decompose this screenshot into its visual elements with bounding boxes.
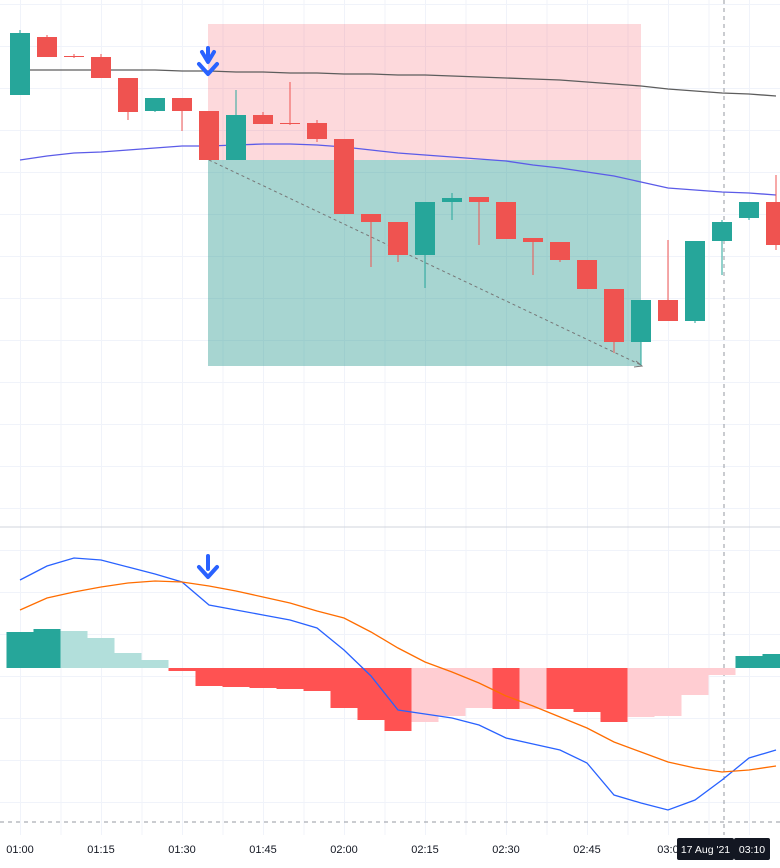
candle-body bbox=[766, 202, 780, 245]
time-label: 01:30 bbox=[168, 844, 196, 856]
time-label: 02:30 bbox=[492, 844, 520, 856]
trade-path bbox=[208, 159, 642, 366]
candle-body bbox=[10, 33, 30, 95]
candle-body bbox=[37, 37, 57, 57]
candle-body bbox=[172, 98, 192, 111]
candle-body bbox=[91, 57, 111, 78]
histogram-bar bbox=[114, 653, 142, 668]
candle-body bbox=[496, 202, 516, 239]
histogram-bar bbox=[141, 660, 169, 668]
crosshair-time-box bbox=[734, 838, 770, 860]
time-label: 02:45 bbox=[573, 844, 601, 856]
indicator-line bbox=[19, 143, 777, 196]
histogram-bar bbox=[60, 631, 88, 668]
time-label: 02:00 bbox=[330, 844, 358, 856]
candle-body bbox=[712, 222, 732, 241]
candle-body bbox=[550, 242, 570, 260]
indicator-line bbox=[19, 557, 777, 811]
crosshair-date: 17 Aug '21 bbox=[681, 844, 730, 856]
candle-body bbox=[361, 214, 381, 222]
stop-zone[interactable] bbox=[208, 24, 641, 160]
candle-body bbox=[577, 260, 597, 289]
histogram-bar bbox=[573, 668, 601, 712]
indicator-line bbox=[20, 69, 777, 97]
candle-body bbox=[685, 241, 705, 321]
histogram-bar bbox=[708, 668, 736, 675]
histogram-bar bbox=[276, 668, 304, 689]
histogram-bar bbox=[249, 668, 277, 688]
time-label: 01:45 bbox=[249, 844, 277, 856]
histogram-bar bbox=[762, 654, 780, 668]
signal-arrow bbox=[197, 46, 219, 76]
trade-arrow-head bbox=[633, 360, 644, 368]
indicator-line bbox=[19, 580, 777, 773]
candle-body bbox=[523, 238, 543, 242]
candle-body bbox=[334, 139, 354, 214]
histogram-bar bbox=[627, 668, 655, 717]
candle-body bbox=[253, 115, 273, 124]
signal-arrow bbox=[197, 554, 219, 579]
time-axis bbox=[0, 835, 780, 868]
candle-body bbox=[739, 202, 759, 218]
time-label: 03:0 bbox=[657, 844, 678, 856]
histogram-bar bbox=[600, 668, 628, 722]
candle-body bbox=[604, 289, 624, 342]
histogram-bar bbox=[6, 632, 34, 668]
histogram-bar bbox=[546, 668, 574, 709]
marks bbox=[6, 30, 780, 811]
candle-body bbox=[226, 115, 246, 160]
time-label: 02:15 bbox=[411, 844, 439, 856]
histogram-bar bbox=[681, 668, 709, 695]
crosshair-date-box bbox=[677, 838, 734, 860]
histogram-bar bbox=[87, 638, 115, 668]
histogram-bar bbox=[33, 629, 61, 668]
histogram-bar bbox=[654, 668, 682, 716]
candle-body bbox=[280, 123, 300, 124]
histogram-bar bbox=[195, 668, 223, 686]
candle-body bbox=[469, 197, 489, 202]
crosshair-time: 03:10 bbox=[739, 844, 765, 856]
candle-body bbox=[658, 300, 678, 321]
candle-body bbox=[388, 222, 408, 255]
candle-body bbox=[118, 78, 138, 112]
candle-body bbox=[307, 123, 327, 139]
candle-body bbox=[64, 56, 84, 57]
time-label: 01:15 bbox=[87, 844, 115, 856]
candle-body bbox=[442, 198, 462, 202]
histogram-bar bbox=[330, 668, 358, 708]
histogram-bar bbox=[384, 668, 412, 731]
histogram-bar bbox=[735, 656, 763, 668]
candle-body bbox=[415, 202, 435, 255]
candle-body bbox=[631, 300, 651, 342]
histogram-bar bbox=[492, 668, 520, 709]
candle-body bbox=[199, 111, 219, 160]
histogram-bar bbox=[303, 668, 331, 691]
candle-body bbox=[145, 98, 165, 111]
time-label: 01:00 bbox=[6, 844, 34, 856]
histogram-bar bbox=[222, 668, 250, 687]
histogram-bar bbox=[168, 668, 196, 671]
